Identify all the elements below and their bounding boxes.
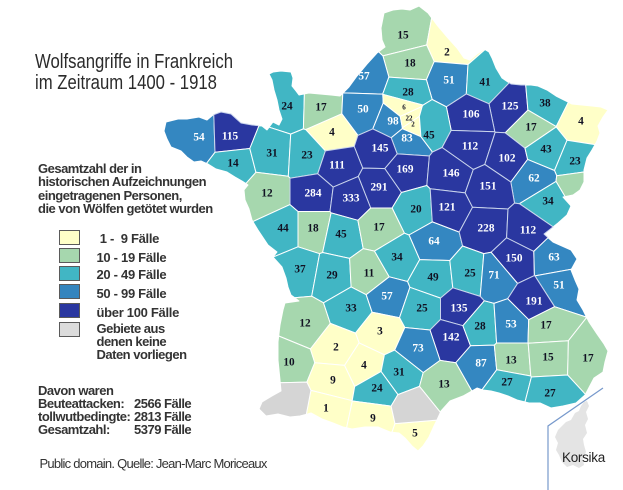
svg-text:112: 112 [462,141,479,153]
svg-text:73: 73 [412,343,424,355]
svg-text:284: 284 [305,188,322,200]
svg-text:12: 12 [299,318,311,330]
svg-text:41: 41 [479,77,491,89]
svg-text:4: 4 [578,116,584,128]
svg-text:27: 27 [501,377,513,389]
svg-text:54: 54 [193,132,205,144]
svg-text:23: 23 [301,150,313,162]
svg-text:13: 13 [438,379,450,391]
svg-text:63: 63 [548,252,560,264]
svg-text:151: 151 [480,181,497,193]
svg-text:83: 83 [401,133,413,145]
svg-text:33: 33 [345,303,357,315]
svg-text:125: 125 [502,101,519,113]
svg-text:24: 24 [281,101,293,113]
svg-text:2: 2 [411,121,415,129]
svg-text:102: 102 [499,153,516,165]
svg-text:142: 142 [443,332,460,344]
svg-text:5: 5 [412,428,418,440]
svg-text:62: 62 [528,173,540,185]
svg-text:12: 12 [261,188,273,200]
svg-text:17: 17 [315,102,327,114]
svg-text:57: 57 [358,71,370,83]
svg-text:3: 3 [377,326,383,338]
svg-text:23: 23 [569,156,581,168]
svg-text:71: 71 [488,270,500,282]
svg-text:291: 291 [371,182,388,194]
svg-text:22: 22 [406,115,414,123]
svg-text:27: 27 [544,388,556,400]
svg-text:15: 15 [397,30,409,42]
svg-text:9: 9 [370,413,376,425]
svg-text:45: 45 [335,229,347,241]
svg-text:28: 28 [402,87,414,99]
svg-text:145: 145 [372,143,389,155]
svg-text:50: 50 [357,104,369,116]
svg-text:37: 37 [294,264,306,276]
svg-text:57: 57 [381,291,393,303]
svg-text:51: 51 [553,280,565,292]
svg-text:135: 135 [451,303,468,315]
svg-text:43: 43 [540,144,552,156]
svg-text:106: 106 [463,109,480,121]
svg-text:191: 191 [526,296,543,308]
svg-text:31: 31 [266,148,278,160]
svg-text:10: 10 [283,357,295,369]
svg-text:228: 228 [478,223,495,235]
svg-text:34: 34 [391,252,403,264]
svg-text:18: 18 [404,58,416,70]
svg-text:11: 11 [364,268,375,280]
svg-text:28: 28 [474,321,486,333]
svg-text:112: 112 [520,225,537,237]
svg-text:111: 111 [329,160,345,172]
svg-text:6: 6 [402,104,406,112]
svg-text:87: 87 [475,358,487,370]
svg-text:146: 146 [443,168,460,180]
svg-text:4: 4 [329,127,335,139]
svg-text:25: 25 [464,268,476,280]
svg-text:24: 24 [371,383,383,395]
svg-text:31: 31 [393,367,405,379]
svg-text:38: 38 [539,98,551,110]
svg-text:13: 13 [505,355,517,367]
svg-text:53: 53 [505,319,517,331]
svg-text:14: 14 [227,158,239,170]
svg-text:64: 64 [428,236,440,248]
svg-text:Korsika: Korsika [562,450,606,465]
svg-text:15: 15 [542,352,554,364]
svg-text:29: 29 [326,270,338,282]
svg-text:45: 45 [423,130,435,142]
svg-text:17: 17 [540,320,552,332]
svg-text:150: 150 [506,253,523,265]
svg-text:2: 2 [333,342,339,354]
svg-text:333: 333 [343,193,360,205]
svg-text:18: 18 [307,223,319,235]
svg-text:9: 9 [330,375,336,387]
svg-text:25: 25 [416,303,428,315]
svg-text:17: 17 [525,122,537,134]
svg-text:1: 1 [323,403,329,415]
svg-text:17: 17 [373,222,385,234]
svg-text:169: 169 [397,164,414,176]
svg-text:2: 2 [444,47,450,59]
svg-text:34: 34 [542,196,554,208]
svg-text:51: 51 [443,75,455,87]
svg-text:98: 98 [387,116,399,128]
svg-text:20: 20 [410,204,422,216]
svg-text:115: 115 [222,131,239,143]
svg-text:49: 49 [427,272,439,284]
svg-text:4: 4 [361,360,367,372]
svg-text:17: 17 [582,353,594,365]
svg-text:121: 121 [439,202,456,214]
svg-text:44: 44 [277,223,289,235]
